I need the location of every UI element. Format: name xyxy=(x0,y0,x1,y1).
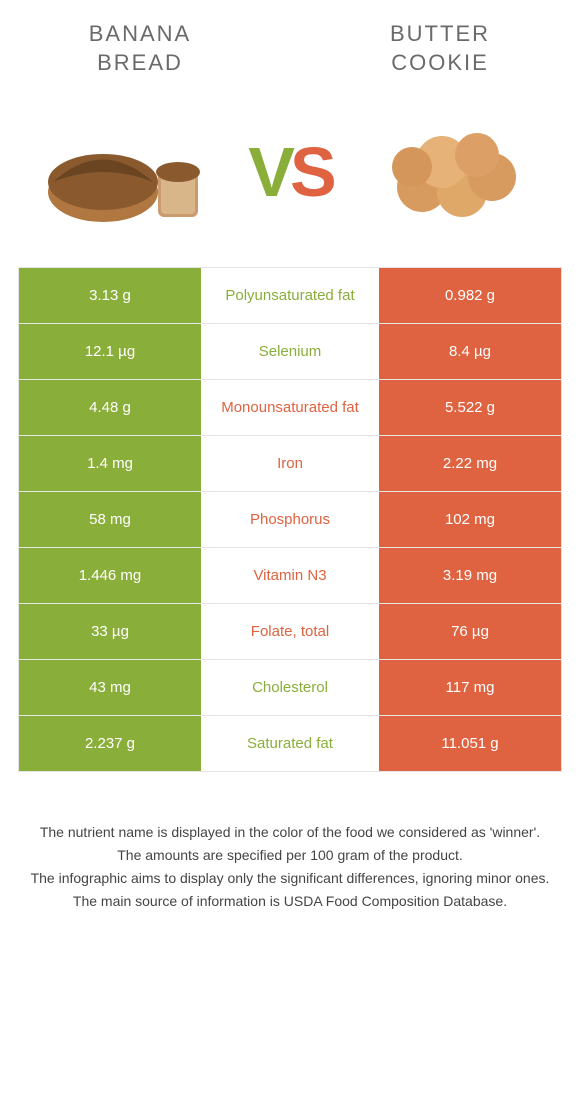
nutrient-label: Phosphorus xyxy=(201,492,379,547)
left-value: 33 µg xyxy=(19,604,201,659)
footer-line: The nutrient name is displayed in the co… xyxy=(20,822,560,843)
right-value: 0.982 g xyxy=(379,268,561,323)
nutrient-label: Vitamin N3 xyxy=(201,548,379,603)
left-value: 1.4 mg xyxy=(19,436,201,491)
footer-line: The amounts are specified per 100 gram o… xyxy=(20,845,560,866)
table-row: 43 mgCholesterol117 mg xyxy=(19,660,561,716)
header: BANANA BREAD BUTTER COOKIE xyxy=(0,0,580,87)
nutrient-label: Polyunsaturated fat xyxy=(201,268,379,323)
right-title-line2: COOKIE xyxy=(350,49,530,78)
vs-v: V xyxy=(248,132,290,212)
table-row: 33 µgFolate, total76 µg xyxy=(19,604,561,660)
left-value: 12.1 µg xyxy=(19,324,201,379)
table-row: 12.1 µgSelenium8.4 µg xyxy=(19,324,561,380)
vs-s: S xyxy=(290,132,332,212)
right-value: 3.19 mg xyxy=(379,548,561,603)
right-value: 8.4 µg xyxy=(379,324,561,379)
right-value: 76 µg xyxy=(379,604,561,659)
table-row: 3.13 gPolyunsaturated fat0.982 g xyxy=(19,268,561,324)
right-food-title: BUTTER COOKIE xyxy=(350,20,530,77)
footer-line: The main source of information is USDA F… xyxy=(20,891,560,912)
nutrient-label: Iron xyxy=(201,436,379,491)
comparison-table: 3.13 gPolyunsaturated fat0.982 g12.1 µgS… xyxy=(18,267,562,772)
left-food-title: BANANA BREAD xyxy=(50,20,230,77)
nutrient-label: Cholesterol xyxy=(201,660,379,715)
nutrient-label: Folate, total xyxy=(201,604,379,659)
right-value: 11.051 g xyxy=(379,716,561,771)
right-value: 2.22 mg xyxy=(379,436,561,491)
left-value: 4.48 g xyxy=(19,380,201,435)
footer-notes: The nutrient name is displayed in the co… xyxy=(0,772,580,934)
images-row: VS xyxy=(0,87,580,267)
right-value: 102 mg xyxy=(379,492,561,547)
vs-label: VS xyxy=(248,132,331,212)
table-row: 58 mgPhosphorus102 mg xyxy=(19,492,561,548)
left-value: 3.13 g xyxy=(19,268,201,323)
left-value: 43 mg xyxy=(19,660,201,715)
footer-line: The infographic aims to display only the… xyxy=(20,868,560,889)
butter-cookie-image xyxy=(367,117,537,227)
table-row: 2.237 gSaturated fat11.051 g xyxy=(19,716,561,772)
table-row: 1.446 mgVitamin N33.19 mg xyxy=(19,548,561,604)
left-title-line1: BANANA xyxy=(50,20,230,49)
left-title-line2: BREAD xyxy=(50,49,230,78)
right-value: 117 mg xyxy=(379,660,561,715)
nutrient-label: Selenium xyxy=(201,324,379,379)
right-value: 5.522 g xyxy=(379,380,561,435)
nutrient-label: Saturated fat xyxy=(201,716,379,771)
left-value: 58 mg xyxy=(19,492,201,547)
banana-bread-image xyxy=(43,117,213,227)
left-value: 1.446 mg xyxy=(19,548,201,603)
nutrient-label: Monounsaturated fat xyxy=(201,380,379,435)
right-title-line1: BUTTER xyxy=(350,20,530,49)
table-row: 4.48 gMonounsaturated fat5.522 g xyxy=(19,380,561,436)
table-row: 1.4 mgIron2.22 mg xyxy=(19,436,561,492)
left-value: 2.237 g xyxy=(19,716,201,771)
